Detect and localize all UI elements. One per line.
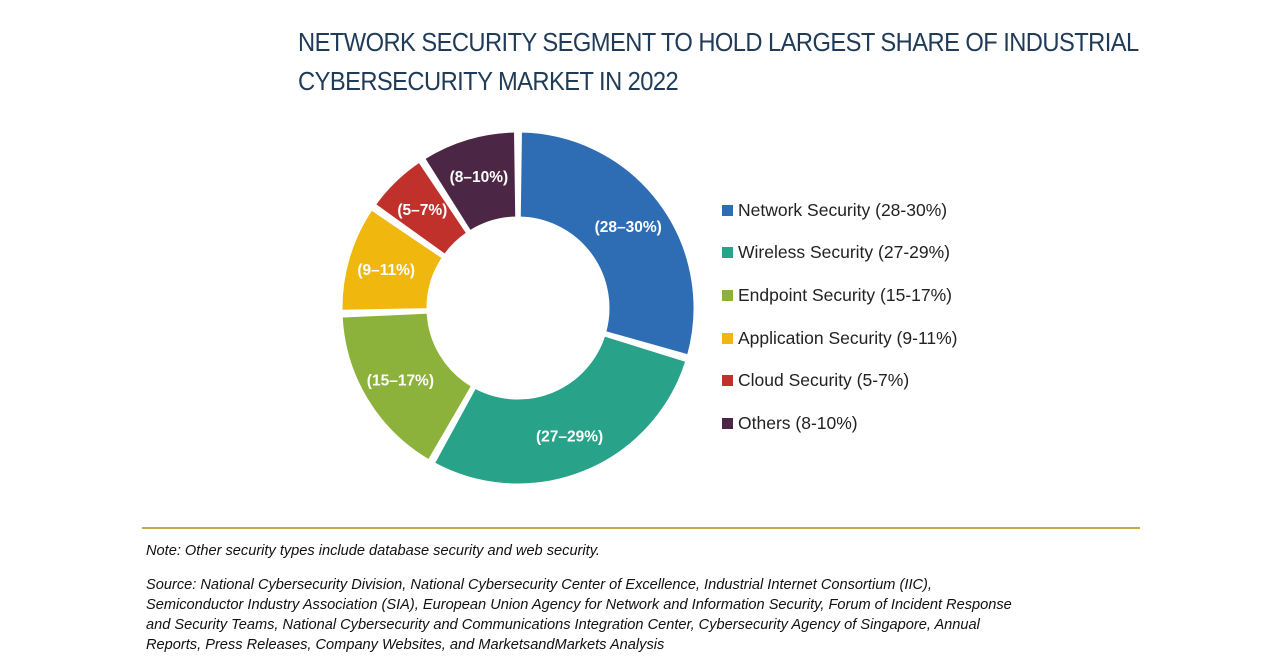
legend-item-network-security: Network Security (28-30%) [722,198,958,222]
data-label-wireless-security: (27–29%) [536,428,603,445]
legend-swatch [722,375,733,387]
legend-item-wireless-security: Wireless Security (27-29%) [722,241,958,265]
chart-legend: Network Security (28-30%) Wireless Securi… [722,198,958,454]
legend-item-cloud-security: Cloud Security (5-7%) [722,369,958,393]
source-line-1: Source: National Cybersecurity Division,… [146,577,932,593]
source-line-2: Semiconductor Industry Association (SIA)… [146,597,1012,613]
data-label-cloud-security: (5–7%) [397,202,447,219]
footer-source: Source: National Cybersecurity Division,… [146,575,1146,655]
legend-label: Others (8-10%) [738,412,858,433]
chart-title-line-1: NETWORK SECURITY SEGMENT TO HOLD LARGEST… [298,29,1139,57]
slice-endpoint-security [339,310,475,464]
legend-swatch [722,332,733,344]
slice-application-security [339,206,446,313]
legend-swatch [722,204,733,216]
donut-chart: (28–30%) (27–29%) (15–17%) (9–11%) (5–7%)(8–… [339,129,697,487]
slice-cloud-security [372,158,470,258]
legend-label: Cloud Security (5-7%) [738,370,910,391]
slice-network-security [517,129,697,358]
footer-divider [142,527,1140,529]
slice-others [421,129,519,234]
legend-swatch [722,417,733,429]
legend-item-application-security: Application Security (9-11%) [722,326,958,350]
footer-note: Note: Other security types include datab… [146,543,600,559]
legend-label: Application Security (9-11%) [738,327,958,348]
source-line-3: and Security Teams, National Cybersecuri… [146,617,980,633]
legend-label: Wireless Security (27-29%) [738,242,950,263]
slice-wireless-security [431,332,689,487]
data-label-endpoint-security: (15–17%) [367,372,434,389]
legend-item-others: Others (8-10%) [722,411,958,435]
chart-title: NETWORK SECURITY SEGMENT TO HOLD LARGEST… [298,24,1139,102]
legend-item-endpoint-security: Endpoint Security (15-17%) [722,283,958,307]
legend-swatch [722,289,733,301]
legend-swatch [722,247,733,259]
data-label-application-security: (9–11%) [357,262,415,279]
data-label-others: (8–10%) [450,169,509,186]
legend-label: Endpoint Security (15-17%) [738,284,952,305]
legend-label: Network Security (28-30%) [738,199,948,220]
chart-title-line-2: CYBERSECURITY MARKET IN 2022 [298,68,679,96]
data-label-network-security: (28–30%) [595,219,662,236]
source-line-4: Reports, Press Releases, Company Website… [146,637,665,653]
